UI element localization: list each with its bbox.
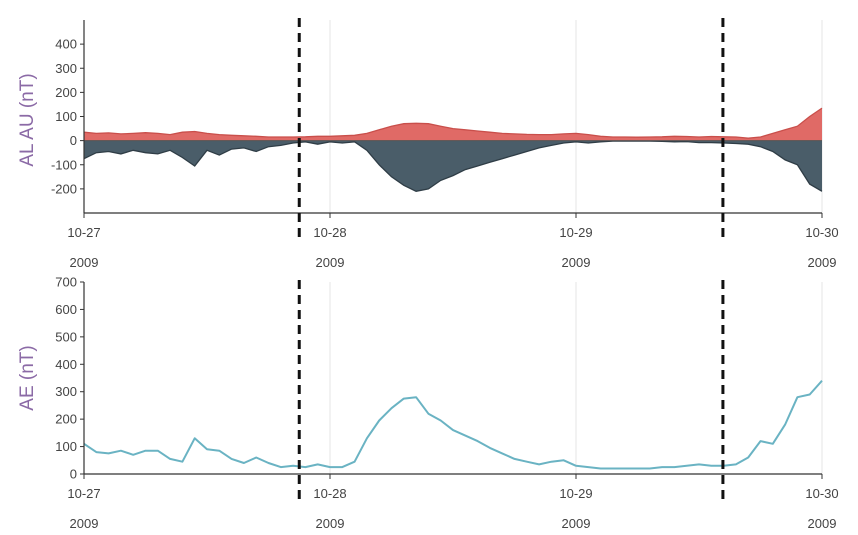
al-line (83, 140, 823, 192)
x-tick-date: 10-29 (559, 486, 592, 501)
y-tick-label: 100 (55, 109, 77, 124)
x-tick-year: 2009 (316, 255, 345, 270)
ae-series (83, 380, 823, 470)
y-tick-label: -200 (51, 181, 77, 196)
x-tick-year: 2009 (316, 516, 345, 531)
x-tick-date: 10-28 (313, 486, 346, 501)
y-tick-label: 100 (55, 439, 77, 454)
ae-x-tick-labels: 10-27 2009 10-28 2009 10-29 2009 10-30 2009 (67, 486, 838, 531)
y-tick-label: 0 (70, 133, 77, 148)
al-au-gridlines (83, 20, 823, 213)
x-tick-year: 2009 (562, 255, 591, 270)
x-tick-year: 2009 (562, 516, 591, 531)
x-tick-date: 10-29 (559, 225, 592, 240)
ae-axes (80, 281, 823, 479)
al-au-y-axis-label: AL AU (nT) (17, 73, 38, 166)
ae-event-markers (297, 280, 725, 504)
al-au-panel: -200 -100 0 100 200 300 400 10-27 2009 10-28 2009… (17, 18, 839, 270)
y-tick-label: 0 (70, 467, 77, 482)
al-au-series (83, 107, 823, 192)
ae-gridlines (83, 282, 823, 474)
al-au-y-tick-labels: -200 -100 0 100 200 300 400 (51, 37, 77, 197)
x-tick-date: 10-27 (67, 225, 100, 240)
al-au-x-tick-labels: 10-27 2009 10-28 2009 10-29 2009 10-30 2009 (67, 225, 838, 270)
y-tick-label: 700 (55, 275, 77, 290)
ae-line (83, 380, 823, 470)
ae-y-tick-labels: 0 100 200 300 400 500 600 700 (55, 275, 77, 482)
x-tick-year: 2009 (808, 516, 837, 531)
x-tick-date: 10-30 (805, 486, 838, 501)
x-tick-year: 2009 (808, 255, 837, 270)
x-tick-year: 2009 (70, 255, 99, 270)
ae-panel: 0 100 200 300 400 500 600 700 10-27 2009 10-28 200… (17, 275, 839, 532)
y-tick-label: 300 (55, 61, 77, 76)
y-tick-label: 400 (55, 357, 77, 372)
x-tick-date: 10-27 (67, 486, 100, 501)
au-area (84, 108, 822, 141)
al-area (84, 140, 822, 192)
y-tick-label: 200 (55, 85, 77, 100)
y-tick-label: -100 (51, 157, 77, 172)
y-tick-label: 600 (55, 302, 77, 317)
y-tick-label: 300 (55, 384, 77, 399)
al-au-axes (80, 20, 823, 218)
au-line (83, 107, 823, 139)
y-tick-label: 500 (55, 329, 77, 344)
y-tick-label: 200 (55, 412, 77, 427)
y-tick-label: 400 (55, 37, 77, 52)
x-tick-year: 2009 (70, 516, 99, 531)
al-au-event-markers (297, 18, 725, 243)
x-tick-date: 10-28 (313, 225, 346, 240)
ae-y-axis-label: AE (nT) (17, 345, 38, 410)
x-tick-date: 10-30 (805, 225, 838, 240)
